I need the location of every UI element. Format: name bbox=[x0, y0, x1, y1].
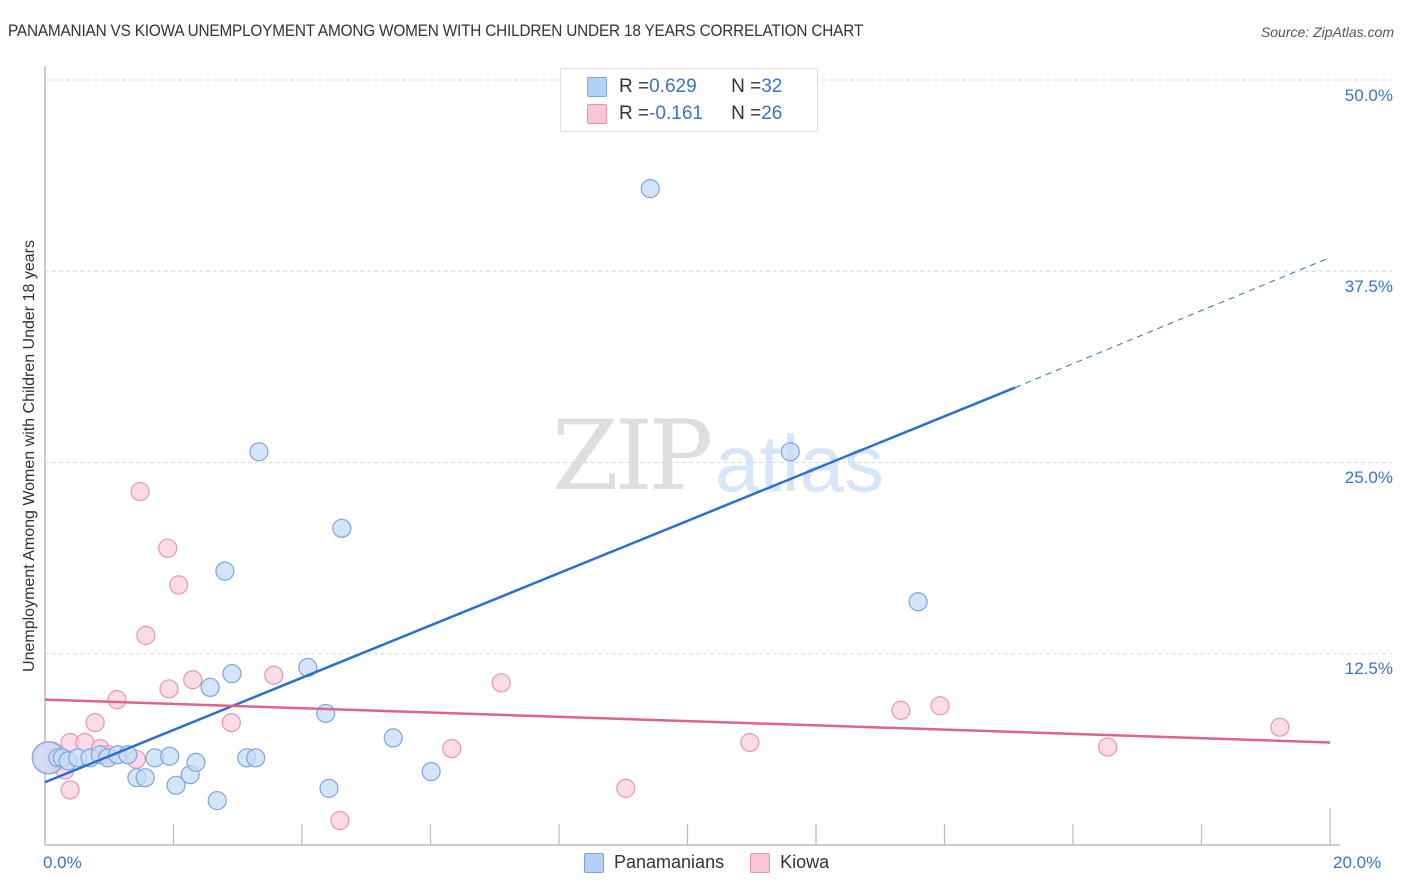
kiowa-points bbox=[33, 481, 1290, 831]
data-point bbox=[330, 810, 350, 831]
data-point bbox=[316, 703, 336, 724]
data-point bbox=[264, 665, 284, 685]
trend-lines bbox=[44, 257, 1331, 784]
panamanian-trendline bbox=[44, 386, 1016, 784]
x-tick-20: 20.0% bbox=[1333, 853, 1382, 872]
r-label: R = bbox=[619, 76, 650, 97]
data-point bbox=[780, 442, 800, 462]
data-point bbox=[1098, 737, 1118, 757]
legend-label: Panamanians bbox=[614, 852, 725, 872]
data-point bbox=[130, 481, 150, 502]
y-tick-12-5: 12.5% bbox=[1344, 659, 1393, 678]
data-point bbox=[169, 575, 189, 595]
data-point bbox=[332, 518, 352, 538]
legend-item-panamanians[interactable]: Panamanians bbox=[584, 852, 724, 873]
data-point bbox=[159, 679, 179, 699]
source-label: Source: ZipAtlas.com bbox=[1260, 24, 1394, 40]
data-point bbox=[166, 775, 186, 795]
data-point bbox=[491, 673, 511, 693]
data-point bbox=[207, 791, 227, 811]
data-point bbox=[215, 561, 235, 581]
data-point bbox=[221, 712, 241, 733]
y-tick-50: 50.0% bbox=[1344, 86, 1393, 105]
data-point bbox=[135, 768, 155, 788]
data-point bbox=[222, 664, 242, 684]
legend-row-kiowa: R = -0.161 N = 26 bbox=[587, 102, 782, 126]
data-point bbox=[740, 732, 760, 753]
series-legend: Panamanians Kiowa bbox=[584, 852, 855, 873]
r-value: -0.161 bbox=[649, 103, 703, 124]
panamanian-trendline-extension bbox=[1014, 257, 1331, 388]
legend-row-panamanians: R = 0.629 N = 32 bbox=[587, 75, 782, 99]
data-point bbox=[200, 677, 220, 698]
n-value: 32 bbox=[761, 76, 783, 97]
x-tick-0: 0.0% bbox=[43, 853, 82, 872]
y-tick-37-5: 37.5% bbox=[1344, 277, 1393, 296]
data-point bbox=[107, 690, 127, 710]
gridlines bbox=[45, 79, 1392, 655]
blue-swatch-icon bbox=[587, 77, 607, 97]
chart-title: PANAMANIAN VS KIOWA UNEMPLOYMENT AMONG W… bbox=[8, 22, 864, 40]
n-value: 26 bbox=[761, 103, 783, 124]
data-point bbox=[183, 670, 203, 690]
data-point bbox=[60, 780, 80, 800]
pink-swatch-icon bbox=[587, 104, 607, 124]
data-point bbox=[160, 746, 180, 766]
data-point bbox=[908, 592, 928, 612]
correlation-legend: R = 0.629 N = 32 R = -0.161 N = 26 bbox=[560, 68, 818, 132]
panamanian-points bbox=[31, 179, 928, 811]
axes-lines bbox=[44, 66, 1340, 846]
data-point bbox=[158, 538, 178, 558]
legend-label: Kiowa bbox=[780, 852, 830, 872]
data-point bbox=[930, 696, 950, 716]
data-point bbox=[319, 778, 339, 798]
data-point bbox=[246, 748, 266, 768]
data-point bbox=[1270, 717, 1290, 737]
n-label: N = bbox=[731, 76, 762, 97]
data-point bbox=[891, 700, 911, 720]
data-point bbox=[640, 179, 660, 199]
watermark-zip: ZIP bbox=[552, 400, 713, 512]
data-point bbox=[421, 761, 441, 782]
n-label: N = bbox=[731, 103, 762, 124]
r-label: R = bbox=[619, 103, 650, 124]
r-value: 0.629 bbox=[649, 76, 697, 97]
pink-swatch-icon bbox=[750, 852, 771, 873]
data-point bbox=[442, 739, 462, 759]
watermark-atlas: atlas bbox=[715, 419, 884, 508]
data-point bbox=[616, 778, 636, 798]
data-point bbox=[249, 442, 269, 462]
y-axis-label: Unemployment Among Women with Children U… bbox=[21, 240, 38, 672]
data-point bbox=[85, 712, 105, 733]
legend-item-kiowa[interactable]: Kiowa bbox=[750, 852, 829, 873]
data-point bbox=[186, 752, 206, 772]
y-tick-25: 25.0% bbox=[1344, 468, 1393, 487]
blue-swatch-icon bbox=[584, 852, 604, 873]
data-point bbox=[136, 625, 156, 645]
kiowa-trendline bbox=[44, 698, 1331, 744]
data-point bbox=[383, 728, 403, 748]
